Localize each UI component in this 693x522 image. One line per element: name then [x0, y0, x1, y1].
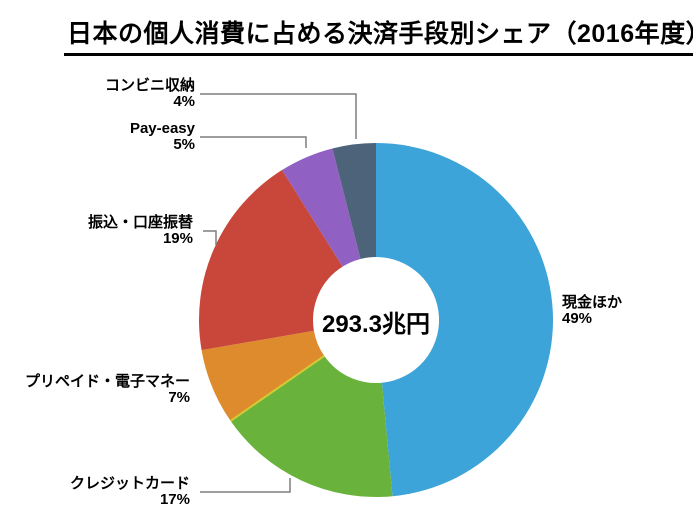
- chart-title: 日本の個人消費に占める決済手段別シェア（2016年度）: [64, 14, 693, 56]
- leader-line-payeasy: [200, 136, 307, 148]
- donut-center-total: 293.3兆円: [321, 311, 431, 338]
- callout-label-prepaid: プリペイド・電子マネー 7%: [25, 374, 190, 406]
- callout-label-furikomi: 振込・口座振替 19%: [88, 215, 193, 247]
- segment-label: コンビニ収納: [104, 77, 195, 94]
- pie-slice-0: [376, 143, 553, 497]
- segment-label: 振込・口座振替: [87, 214, 193, 231]
- pie-slice-4: [282, 148, 361, 267]
- pie-slice-5: [332, 143, 376, 259]
- segment-pct: 5%: [173, 136, 195, 153]
- segment-pct: 17%: [159, 491, 190, 508]
- segment-pct: 49%: [562, 310, 593, 327]
- slice-divider-line: [230, 355, 325, 422]
- segment-label: 現金ほか: [562, 294, 623, 311]
- pie-slice-3: [198, 170, 343, 351]
- callout-label-payeasy: Pay-easy 5%: [130, 121, 195, 153]
- segment-label: Pay-easy: [129, 120, 195, 137]
- pie-slices: [198, 143, 553, 498]
- leader-lines: [200, 93, 357, 493]
- callout-label-cash: 現金ほか 49%: [562, 295, 622, 327]
- segment-label: プリペイド・電子マネー: [24, 373, 190, 390]
- segment-pct: 7%: [168, 389, 190, 406]
- pie-slice-1: [230, 355, 393, 498]
- pie-slice-2: [201, 330, 325, 421]
- segment-label: クレジットカード: [69, 475, 190, 492]
- leader-line-credit: [200, 478, 291, 493]
- leader-line-konbini: [200, 93, 357, 139]
- callout-label-credit: クレジットカード 17%: [70, 476, 190, 508]
- segment-pct: 19%: [162, 230, 193, 247]
- segment-pct: 4%: [173, 93, 195, 110]
- leader-line-furikomi: [203, 230, 217, 245]
- callout-label-konbini: コンビニ収納 4%: [105, 78, 195, 110]
